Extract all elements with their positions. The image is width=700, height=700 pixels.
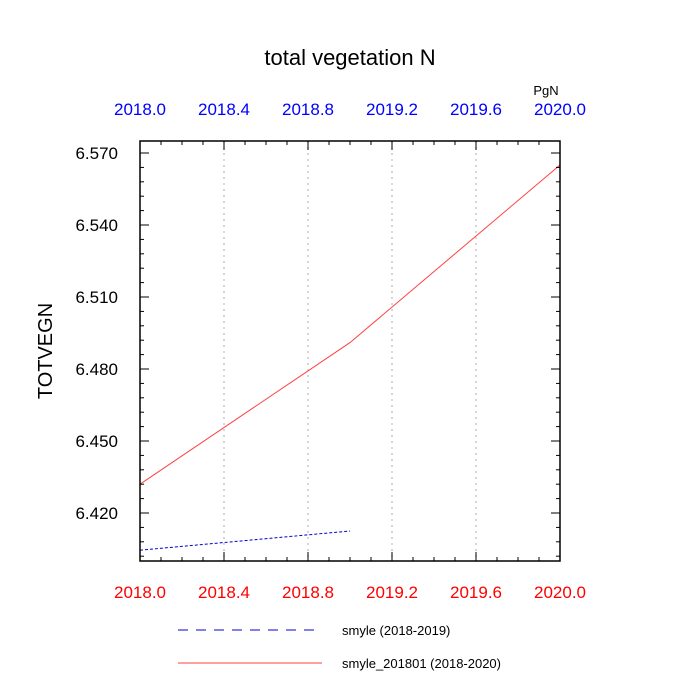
y-tick-label: 6.570 [75,144,118,163]
x-tick-label-top: 2019.6 [450,100,502,119]
plot-frame [139,140,561,562]
x-tick-label-top: 2020.0 [534,100,586,119]
x-tick-label-bottom: 2019.2 [366,583,418,602]
x-tick-label-bottom: 2020.0 [534,583,586,602]
x-tick-label-top: 2019.2 [366,100,418,119]
legend-label-2: smyle_201801 (2018-2020) [342,656,501,671]
y-tick-label: 6.510 [75,288,118,307]
x-tick-label-bottom: 2019.6 [450,583,502,602]
y-tick-label: 6.450 [75,432,118,451]
y-tick-label: 6.540 [75,216,118,235]
x-tick-label-top: 2018.8 [282,100,334,119]
grid-layer [223,141,477,561]
chart-title: total vegetation N [264,45,435,70]
y-tick-label: 6.420 [75,504,118,523]
units-label: PgN [533,83,558,98]
tick-layer: 2018.0 2018.0 2018.4 2018.4 2018.8 2018.8 2019… [75,100,586,602]
series-layer [139,164,561,551]
x-tick-label-top: 2018.4 [198,100,250,119]
y-axis-label: TOTVEGN [35,303,57,399]
legend: smyle (2018-2019) smyle_201801 (2018-2020… [178,623,501,671]
series-line-2 [139,164,561,485]
x-tick-label-bottom: 2018.4 [198,583,250,602]
x-tick-label-bottom: 2018.8 [282,583,334,602]
series-line-1 [139,530,351,551]
y-tick-label: 6.480 [75,360,118,379]
x-tick-label-top: 2018.0 [114,100,166,119]
legend-label-1: smyle (2018-2019) [342,623,450,638]
x-tick-label-bottom: 2018.0 [114,583,166,602]
